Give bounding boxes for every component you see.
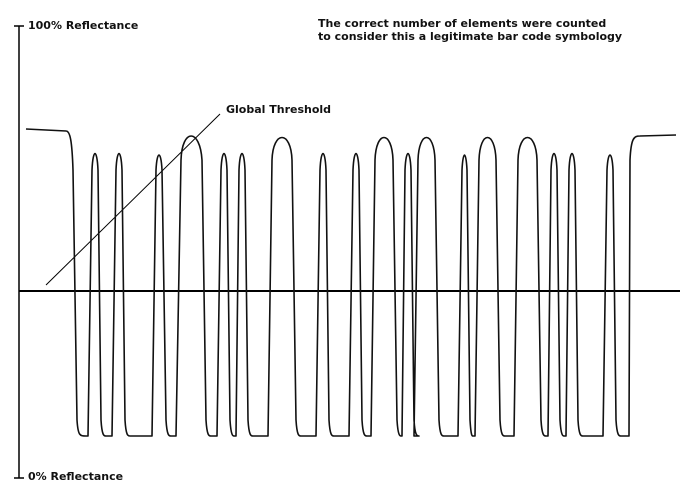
threshold-label: Global Threshold (226, 103, 332, 116)
top-axis-label: 100% Reflectance (28, 19, 139, 32)
note-line-2: to consider this a legitimate bar code s… (318, 30, 623, 43)
bottom-axis-label: 0% Reflectance (28, 470, 124, 483)
threshold-leader (45, 113, 221, 286)
note-line-1: The correct number of elements were coun… (318, 17, 607, 30)
reflectance-trace (25, 128, 677, 437)
note-text: The correct number of elements were coun… (318, 17, 622, 43)
